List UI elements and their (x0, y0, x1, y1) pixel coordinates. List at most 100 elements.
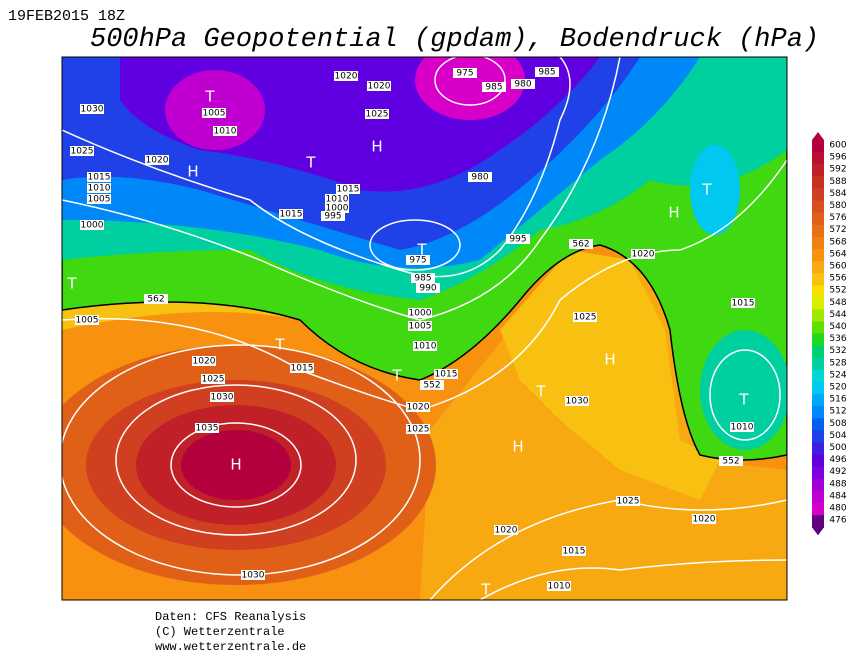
isobar-label: 980 (514, 80, 531, 90)
isobar (170, 422, 302, 508)
isobar-label-box (511, 79, 535, 89)
colorbar-label: 500 (829, 443, 846, 453)
pressure-center: T (416, 241, 427, 259)
colorbar-swatch (812, 418, 824, 431)
pressure-center: T (305, 154, 316, 172)
isobar-label-box (145, 155, 169, 165)
isobar-label: 975 (456, 69, 473, 79)
colorbar-swatch (812, 188, 824, 201)
isobar-label: 1000 (81, 221, 104, 231)
isobar-label-box (420, 380, 444, 390)
isobar-label: 1000 (409, 309, 432, 319)
colorbar-label: 480 (829, 504, 846, 514)
isobar-label-box (730, 422, 754, 432)
isobar-label: 1015 (291, 364, 314, 374)
colorbar-swatch (812, 321, 824, 335)
isobar-label-box (692, 514, 716, 524)
isobar-label: 1015 (435, 370, 458, 380)
isobar-label: 1030 (566, 397, 589, 407)
isobar-label: 1020 (193, 357, 216, 367)
isobar-label-box (434, 369, 458, 379)
colorbar-swatch (812, 224, 824, 238)
colorbar-label: 512 (829, 407, 846, 417)
isobar-label: 1005 (409, 322, 432, 332)
colorbar-label: 528 (829, 358, 846, 368)
colorbar-swatch (812, 345, 824, 359)
isobar-label: 552 (423, 381, 440, 391)
isobar-label: 1005 (88, 195, 111, 205)
isobar-label: 1020 (632, 250, 655, 260)
colorbar-swatch (812, 176, 824, 189)
pressure-center: H (668, 204, 679, 222)
isobar-label: 1005 (76, 316, 99, 326)
shading (500, 250, 720, 500)
isobar-label: 1025 (202, 375, 225, 385)
isobar (62, 57, 621, 321)
colorbar-label: 576 (829, 213, 846, 223)
isobar-label: 1025 (71, 147, 94, 157)
colorbar-swatch (812, 164, 824, 177)
isobar-label: 975 (409, 256, 426, 266)
isobar-label-box (569, 239, 593, 249)
isobar-label: 1020 (335, 72, 358, 82)
isobar-label-box (279, 209, 303, 219)
shading (415, 57, 525, 120)
colorbar-swatch (812, 212, 824, 226)
isobar-label: 995 (509, 235, 526, 245)
isobar-label-box (192, 356, 216, 366)
colorbar-swatch (812, 261, 824, 274)
isobar-label-box (731, 298, 755, 308)
isobar-label-box (408, 308, 432, 318)
isobar-label-box (201, 374, 225, 384)
colorbar-swatch (812, 466, 824, 480)
footer-line: (C) Wetterzentrale (155, 625, 285, 639)
isobar-label-box (453, 68, 477, 78)
colorbar-swatch (812, 503, 824, 516)
colorbar-label: 536 (829, 334, 846, 344)
colorbar-label: 596 (829, 153, 846, 163)
colorbar-swatch (812, 140, 824, 153)
colorbar-label: 524 (829, 370, 846, 380)
isobar-label: 1010 (326, 195, 349, 205)
isobar (115, 384, 357, 536)
footer-line: Daten: CFS Reanalysis (155, 610, 306, 624)
isobar (709, 349, 781, 441)
isobar-label: 1020 (146, 156, 169, 166)
isobar-label: 1020 (407, 403, 430, 413)
colorbar-swatch (812, 490, 824, 504)
isobar-label: 1025 (574, 313, 597, 323)
isobar-label: 562 (147, 295, 164, 305)
isobar-label-box (616, 496, 640, 506)
date: 19FEB2015 18Z (8, 8, 125, 25)
colorbar-label: 504 (829, 431, 846, 441)
isobar-label: 1020 (693, 515, 716, 525)
isobar-label-box (241, 570, 265, 580)
colorbar-swatch (812, 200, 824, 214)
isobar-label-box (87, 183, 111, 193)
colorbar-swatch (812, 442, 824, 456)
isobar-label: 985 (485, 83, 502, 93)
shading (700, 330, 787, 450)
colorbar-label: 552 (829, 286, 846, 296)
isobar-label: 1005 (203, 109, 226, 119)
isobar-label: 1015 (337, 185, 360, 195)
isobar-label: 1015 (88, 173, 111, 183)
colorbar-end (812, 527, 824, 536)
pressure-center: T (480, 581, 491, 599)
colorbar-label: 592 (829, 165, 846, 175)
isobar-label: 1025 (366, 110, 389, 120)
isobar-label-box (631, 249, 655, 259)
pressure-center: H (371, 138, 382, 156)
colorbar-label: 476 (829, 516, 846, 526)
isobar-label: 985 (538, 68, 555, 78)
isobar-label: 990 (419, 284, 436, 294)
colorbar-swatch (812, 478, 824, 492)
isobar-label-box (367, 81, 391, 91)
colorbar-label: 560 (829, 262, 846, 272)
isobar (434, 57, 506, 106)
isobar-label-box (213, 126, 237, 136)
isobar-label-box (321, 211, 345, 221)
isobar-label: 1035 (196, 424, 219, 434)
pressure-center: T (738, 391, 749, 409)
isobar (62, 344, 421, 576)
